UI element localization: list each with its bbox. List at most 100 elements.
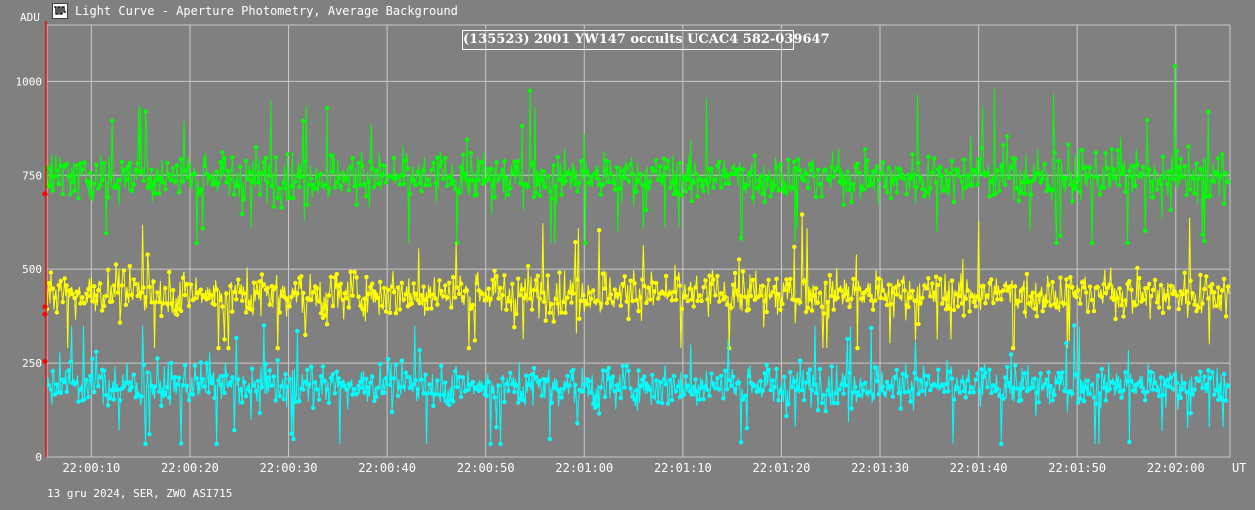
data-point (531, 195, 537, 200)
data-point (366, 385, 371, 390)
data-point (157, 299, 162, 305)
data-point (920, 388, 925, 394)
data-point (648, 179, 653, 185)
data-point (945, 178, 951, 183)
data-point (514, 383, 519, 388)
data-point (295, 291, 300, 296)
data-point (350, 392, 355, 397)
data-point (1058, 374, 1063, 379)
data-point (1020, 385, 1026, 391)
data-point (835, 295, 840, 300)
data-point (82, 300, 87, 306)
data-point (1016, 299, 1022, 304)
data-point (334, 369, 339, 374)
data-point (1139, 170, 1144, 176)
data-point (987, 367, 992, 372)
data-point (344, 296, 349, 301)
data-point (1003, 283, 1008, 288)
data-point (1196, 305, 1201, 310)
data-point (206, 296, 211, 301)
data-point (784, 189, 789, 194)
data-point (520, 124, 525, 129)
data-point (1202, 286, 1207, 292)
data-point (872, 298, 878, 303)
data-point (705, 297, 710, 302)
data-point (1003, 375, 1008, 380)
data-point (717, 299, 722, 304)
data-point (685, 177, 690, 182)
data-point (159, 176, 164, 181)
data-point (993, 290, 998, 295)
data-point (764, 362, 769, 368)
data-point (949, 376, 955, 381)
data-point (900, 279, 905, 284)
data-point (88, 170, 93, 176)
data-point (819, 400, 825, 406)
data-point (776, 398, 781, 403)
data-point (610, 299, 616, 305)
data-point (389, 409, 395, 415)
data-point (263, 155, 269, 160)
data-point (316, 299, 322, 304)
data-point (1081, 285, 1087, 290)
data-point (1076, 176, 1081, 182)
data-point (632, 397, 637, 402)
data-point (738, 293, 744, 299)
data-point (56, 283, 61, 288)
data-point (594, 403, 600, 408)
data-point (281, 180, 286, 186)
data-point (1196, 378, 1201, 384)
data-point (602, 168, 608, 173)
data-point (1052, 392, 1057, 398)
data-point (393, 311, 399, 316)
data-point (1129, 174, 1134, 179)
data-point (362, 182, 367, 187)
data-point (451, 275, 456, 280)
data-point (699, 298, 704, 304)
data-point (1216, 285, 1221, 290)
data-point (807, 297, 813, 302)
data-point (240, 298, 245, 303)
data-point (799, 212, 805, 217)
data-point (127, 264, 132, 269)
data-point (1107, 172, 1112, 177)
data-point (575, 189, 580, 194)
data-point (614, 383, 619, 388)
data-point (636, 179, 641, 184)
data-point (1056, 159, 1061, 164)
data-point (665, 158, 671, 164)
data-point (565, 295, 570, 300)
data-point (567, 290, 572, 295)
data-point (184, 175, 190, 180)
data-point (825, 300, 830, 305)
data-point (1160, 310, 1166, 315)
data-point (701, 396, 706, 402)
data-point (870, 307, 876, 312)
data-point (1052, 150, 1057, 155)
data-point (232, 192, 237, 197)
data-point (1093, 150, 1099, 155)
data-point (894, 367, 899, 373)
data-point (147, 176, 152, 181)
data-point (226, 168, 231, 174)
data-point (521, 398, 527, 403)
data-point (965, 377, 970, 383)
data-point (721, 396, 726, 401)
data-point (1117, 389, 1122, 394)
data-point (916, 160, 921, 166)
data-point (679, 192, 685, 198)
data-point (458, 165, 464, 170)
data-point (1072, 291, 1077, 296)
data-point (109, 387, 115, 393)
data-point (54, 382, 60, 387)
data-point (573, 382, 578, 388)
data-point (878, 295, 884, 301)
data-point (1186, 144, 1191, 149)
data-point (433, 392, 438, 397)
data-point (656, 177, 661, 183)
data-point (758, 174, 763, 179)
data-point (1018, 397, 1024, 403)
data-point (1219, 152, 1225, 157)
data-point (1198, 272, 1203, 278)
